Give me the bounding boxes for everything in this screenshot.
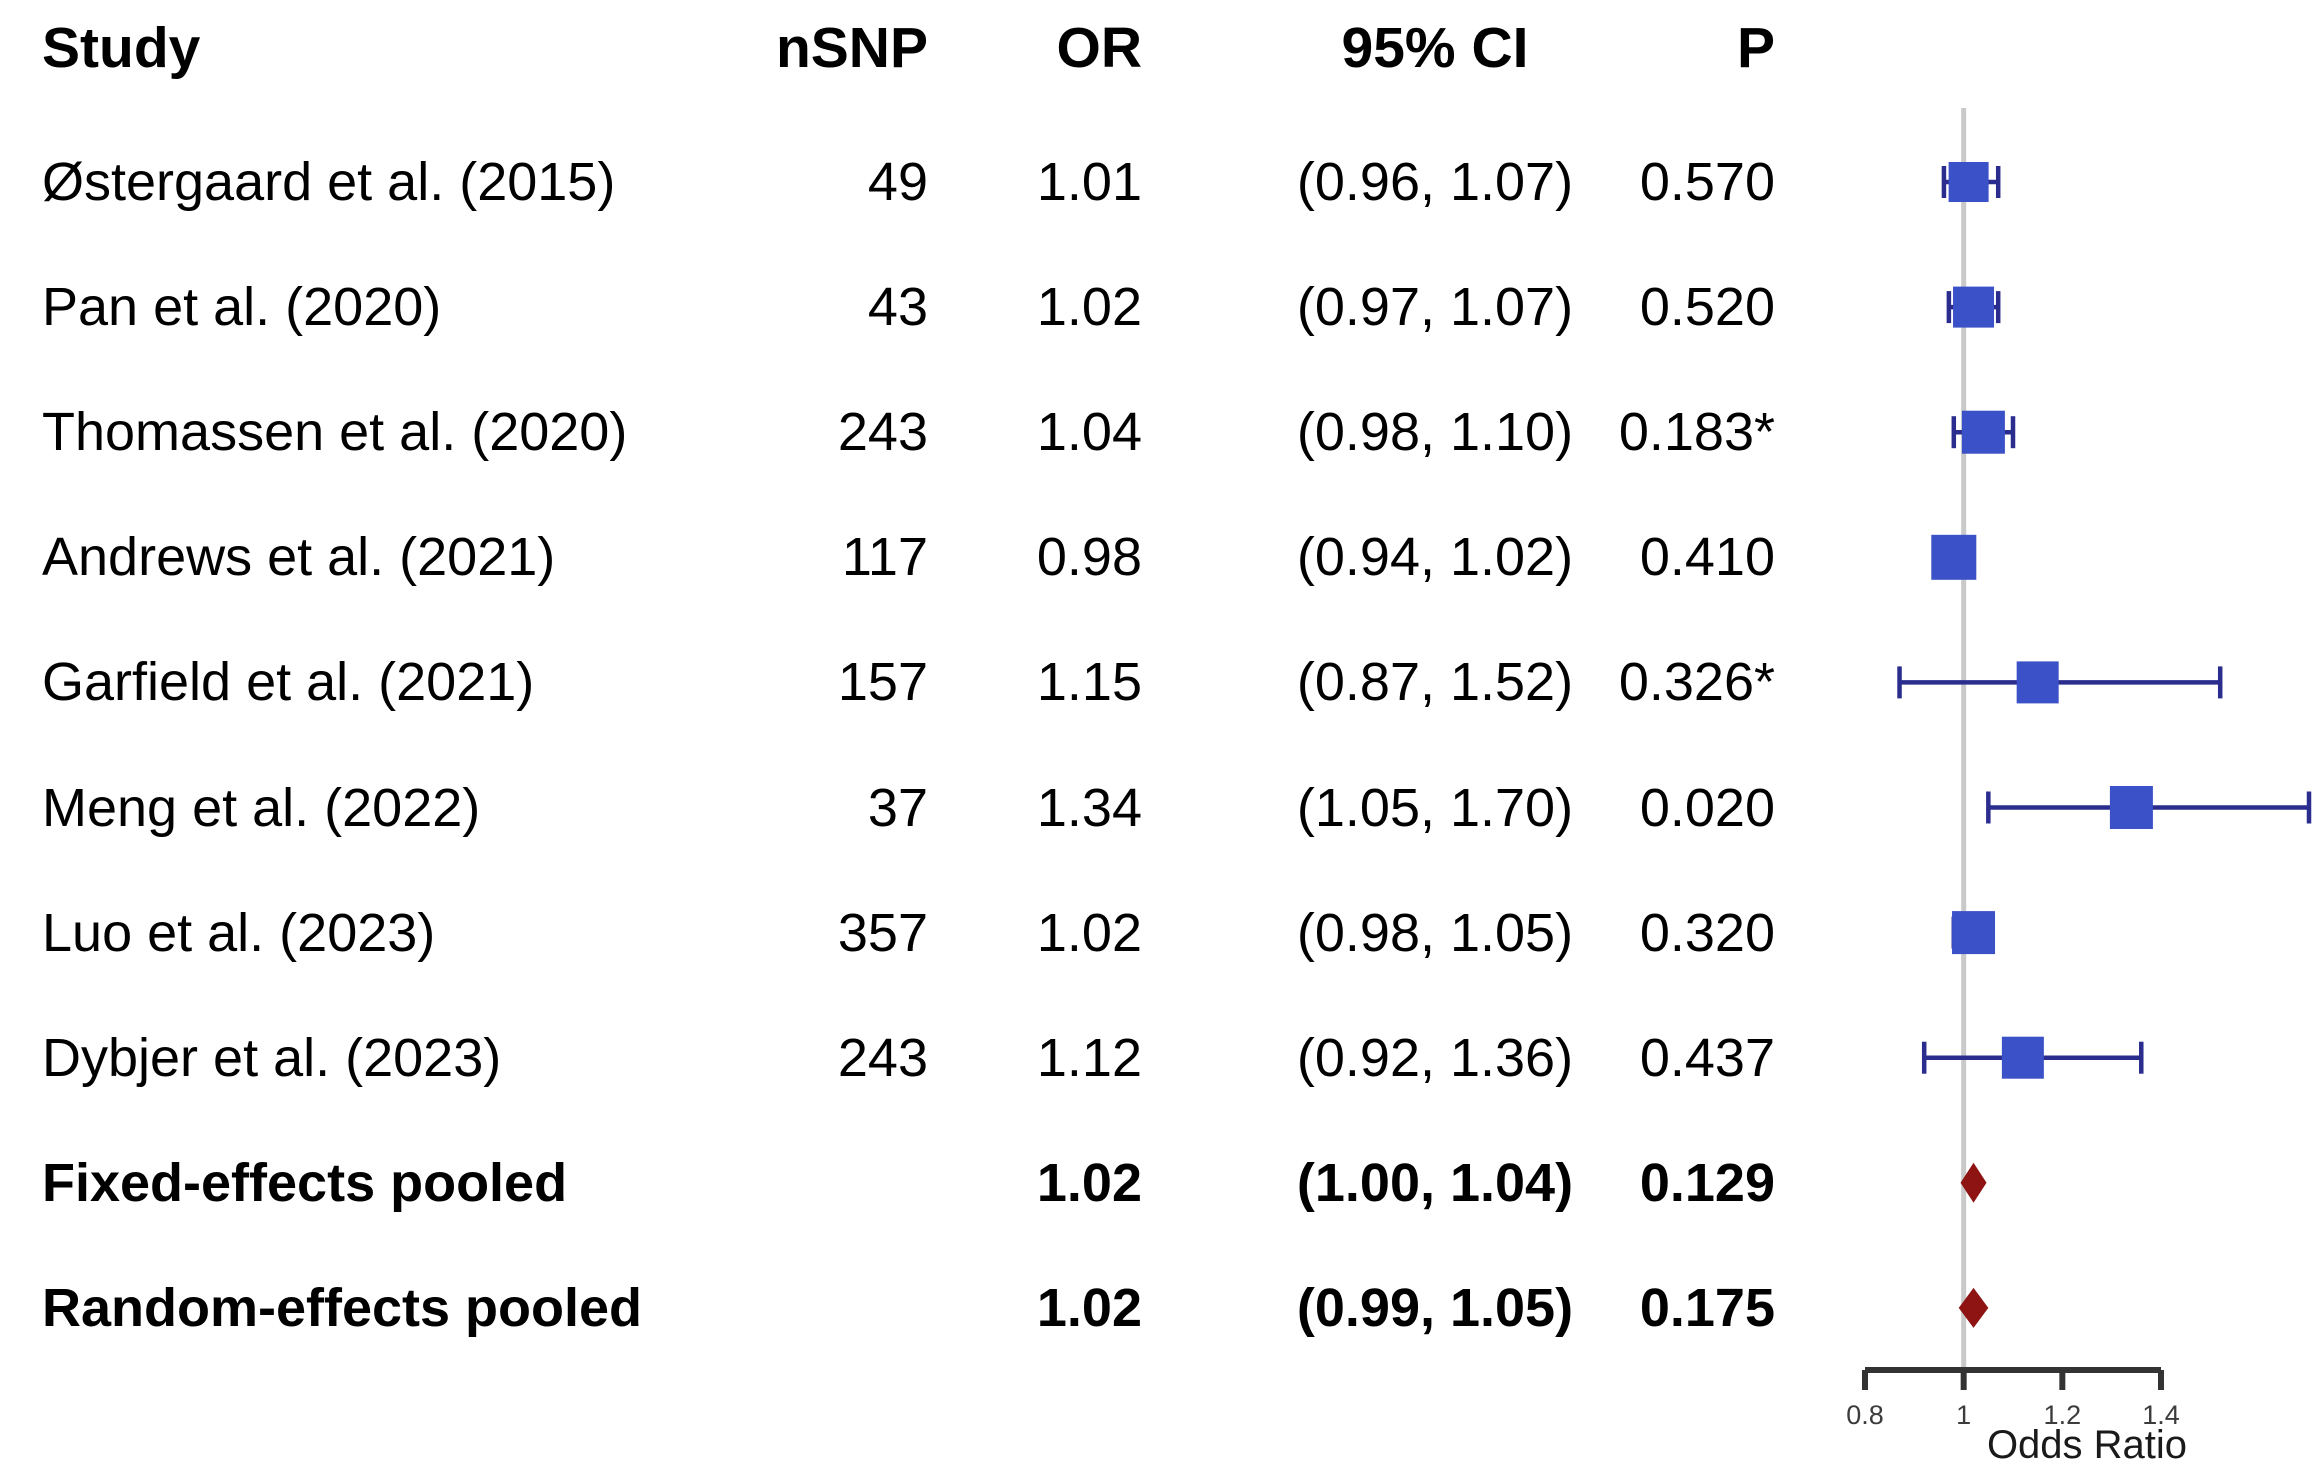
table-row: Thomassen et al. (2020) 243 1.04 (0.98, … xyxy=(0,392,2323,472)
x-axis-tick-label: 1.2 xyxy=(2044,1400,2082,1430)
ci-value: (0.87, 1.52) xyxy=(1296,652,1574,712)
x-axis-label: Odds Ratio xyxy=(1987,1423,2187,1467)
p-value: 0.326* xyxy=(1618,652,1775,712)
p-value: 0.570 xyxy=(1639,152,1775,212)
ci-value: (0.96, 1.07) xyxy=(1296,152,1574,212)
study-label: Andrews et al. (2021) xyxy=(42,527,556,587)
study-label: Pan et al. (2020) xyxy=(42,277,442,337)
p-value: 0.437 xyxy=(1639,1028,1775,1088)
header-or: OR xyxy=(1056,16,1143,80)
study-label: Garfield et al. (2021) xyxy=(42,652,535,712)
nsnp-value: 357 xyxy=(837,903,928,963)
p-value: 0.129 xyxy=(1639,1153,1775,1213)
or-value: 1.04 xyxy=(1036,402,1142,462)
header-study: Study xyxy=(42,16,201,80)
x-axis-tick-label: 1 xyxy=(1956,1400,1971,1430)
table-row: Dybjer et al. (2023) 243 1.12 (0.92, 1.3… xyxy=(0,1018,2323,1098)
header-p: P xyxy=(1736,16,1775,80)
or-value: 1.02 xyxy=(1036,903,1142,963)
table-row: Luo et al. (2023) 357 1.02 (0.98, 1.05) … xyxy=(0,893,2323,973)
study-label: Luo et al. (2023) xyxy=(42,903,436,963)
table-row: Meng et al. (2022) 37 1.34 (1.05, 1.70) … xyxy=(0,768,2323,848)
nsnp-value: 157 xyxy=(837,652,928,712)
study-label: Dybjer et al. (2023) xyxy=(42,1028,502,1088)
table-header: Study nSNP OR 95% CI P xyxy=(0,8,2323,88)
ci-value: (1.00, 1.04) xyxy=(1296,1153,1574,1213)
nsnp-value: 37 xyxy=(867,778,928,838)
table-row-random-effects: Random-effects pooled 1.02 (0.99, 1.05) … xyxy=(0,1268,2323,1348)
header-ci: 95% CI xyxy=(1341,16,1529,80)
ci-value: (0.97, 1.07) xyxy=(1296,277,1574,337)
or-value: 1.01 xyxy=(1036,152,1142,212)
table-row-fixed-effects: Fixed-effects pooled 1.02 (1.00, 1.04) 0… xyxy=(0,1143,2323,1223)
study-label: Meng et al. (2022) xyxy=(42,778,481,838)
p-value: 0.020 xyxy=(1639,778,1775,838)
table-row: Andrews et al. (2021) 117 0.98 (0.94, 1.… xyxy=(0,517,2323,597)
ci-value: (0.98, 1.05) xyxy=(1296,903,1574,963)
p-value: 0.183* xyxy=(1618,402,1775,462)
p-value: 0.410 xyxy=(1639,527,1775,587)
or-value: 0.98 xyxy=(1036,527,1142,587)
nsnp-value: 243 xyxy=(837,402,928,462)
study-label: Fixed-effects pooled xyxy=(42,1153,568,1213)
or-value: 1.34 xyxy=(1036,778,1142,838)
nsnp-value: 43 xyxy=(867,277,928,337)
ci-value: (0.94, 1.02) xyxy=(1296,527,1574,587)
study-label: Thomassen et al. (2020) xyxy=(42,402,628,462)
table-row: Garfield et al. (2021) 157 1.15 (0.87, 1… xyxy=(0,642,2323,722)
nsnp-value: 117 xyxy=(841,527,928,587)
table-row: Østergaard et al. (2015) 49 1.01 (0.96, … xyxy=(0,142,2323,222)
or-value: 1.02 xyxy=(1036,277,1142,337)
table-row: Pan et al. (2020) 43 1.02 (0.97, 1.07) 0… xyxy=(0,267,2323,347)
p-value: 0.320 xyxy=(1639,903,1775,963)
ci-value: (1.05, 1.70) xyxy=(1296,778,1574,838)
header-nsnp: nSNP xyxy=(775,16,928,80)
ci-value: (0.92, 1.36) xyxy=(1296,1028,1574,1088)
or-value: 1.12 xyxy=(1036,1028,1142,1088)
or-value: 1.02 xyxy=(1036,1278,1142,1338)
study-label: Østergaard et al. (2015) xyxy=(42,152,616,212)
study-label: Random-effects pooled xyxy=(42,1278,643,1338)
p-value: 0.175 xyxy=(1639,1278,1775,1338)
x-axis-tick-label: 0.8 xyxy=(1846,1400,1884,1430)
p-value: 0.520 xyxy=(1639,277,1775,337)
ci-value: (0.99, 1.05) xyxy=(1296,1278,1574,1338)
nsnp-value: 243 xyxy=(837,1028,928,1088)
x-axis-tick-label: 1.4 xyxy=(2142,1400,2180,1430)
or-value: 1.02 xyxy=(1036,1153,1142,1213)
or-value: 1.15 xyxy=(1036,652,1142,712)
ci-value: (0.98, 1.10) xyxy=(1296,402,1574,462)
nsnp-value: 49 xyxy=(867,152,928,212)
